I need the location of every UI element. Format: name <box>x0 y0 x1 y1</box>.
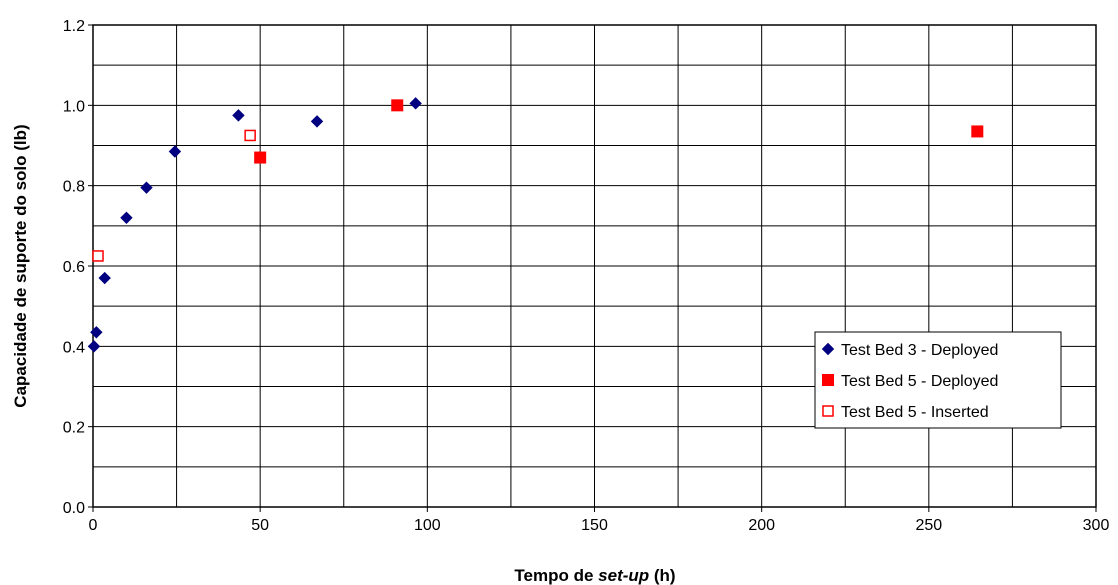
x-tick-label: 50 <box>251 517 269 534</box>
legend-label: Test Bed 3 - Deployed <box>841 342 998 359</box>
legend-label: Test Bed 5 - Deployed <box>841 373 998 390</box>
y-tick-label: 0.6 <box>63 259 85 276</box>
point-test-bed-3-deployed <box>90 326 103 339</box>
grid-lines <box>92 24 1097 508</box>
y-tick-label: 0.4 <box>63 339 85 356</box>
x-axis-title-part: Tempo de <box>514 566 598 585</box>
x-tick-label: 250 <box>915 517 942 534</box>
x-axis-title-part: (h) <box>649 566 675 585</box>
point-test-bed-3-deployed <box>98 271 111 285</box>
legend-label: Test Bed 5 - Inserted <box>841 404 989 421</box>
point-test-bed-3-deployed <box>140 181 153 194</box>
x-tick-label: 150 <box>581 517 608 534</box>
point-test-bed-3-deployed <box>232 109 245 122</box>
point-test-bed-5-inserted <box>92 250 104 262</box>
legend-marker <box>821 342 835 356</box>
x-axis-title-part: set-up <box>598 566 649 585</box>
x-tick-label: 100 <box>414 517 441 534</box>
y-tick-label: 1.0 <box>63 98 85 115</box>
y-tick-label: 0.8 <box>63 179 85 196</box>
point-test-bed-3-deployed <box>120 211 133 225</box>
x-tick-label: 300 <box>1083 517 1110 534</box>
legend-box <box>814 331 1062 429</box>
point-test-bed-5-inserted <box>244 129 256 142</box>
point-test-bed-3-deployed <box>87 340 101 353</box>
point-test-bed-5-deployed <box>971 125 984 138</box>
point-test-bed-3-deployed <box>310 115 324 128</box>
x-tick-label: 0 <box>89 517 98 534</box>
x-tick-label: 200 <box>748 517 775 534</box>
legend: Test Bed 3 - Deployed Test Bed 5 - Deploy… <box>814 331 1062 429</box>
point-test-bed-5-deployed <box>254 151 267 164</box>
y-tick-label: 1.2 <box>63 18 85 35</box>
y-axis-title: Capacidade de suporte do solo (lb) <box>11 124 30 407</box>
y-tick-label: 0.0 <box>63 500 85 517</box>
x-axis-title: Tempo de set-up (h) <box>514 566 675 585</box>
legend-marker <box>822 374 834 386</box>
y-axis-ticks: 0.0 0.2 0.4 0.6 0.8 1.0 1.2 <box>63 18 93 517</box>
point-test-bed-3-deployed <box>168 145 182 158</box>
y-tick-label: 0.2 <box>63 420 85 437</box>
legend-marker <box>822 405 834 417</box>
point-test-bed-3-deployed <box>409 97 422 110</box>
x-axis-ticks: 0 50 100 150 200 250 300 <box>89 507 1110 534</box>
data-points <box>87 97 984 353</box>
point-test-bed-5-deployed <box>391 99 404 112</box>
